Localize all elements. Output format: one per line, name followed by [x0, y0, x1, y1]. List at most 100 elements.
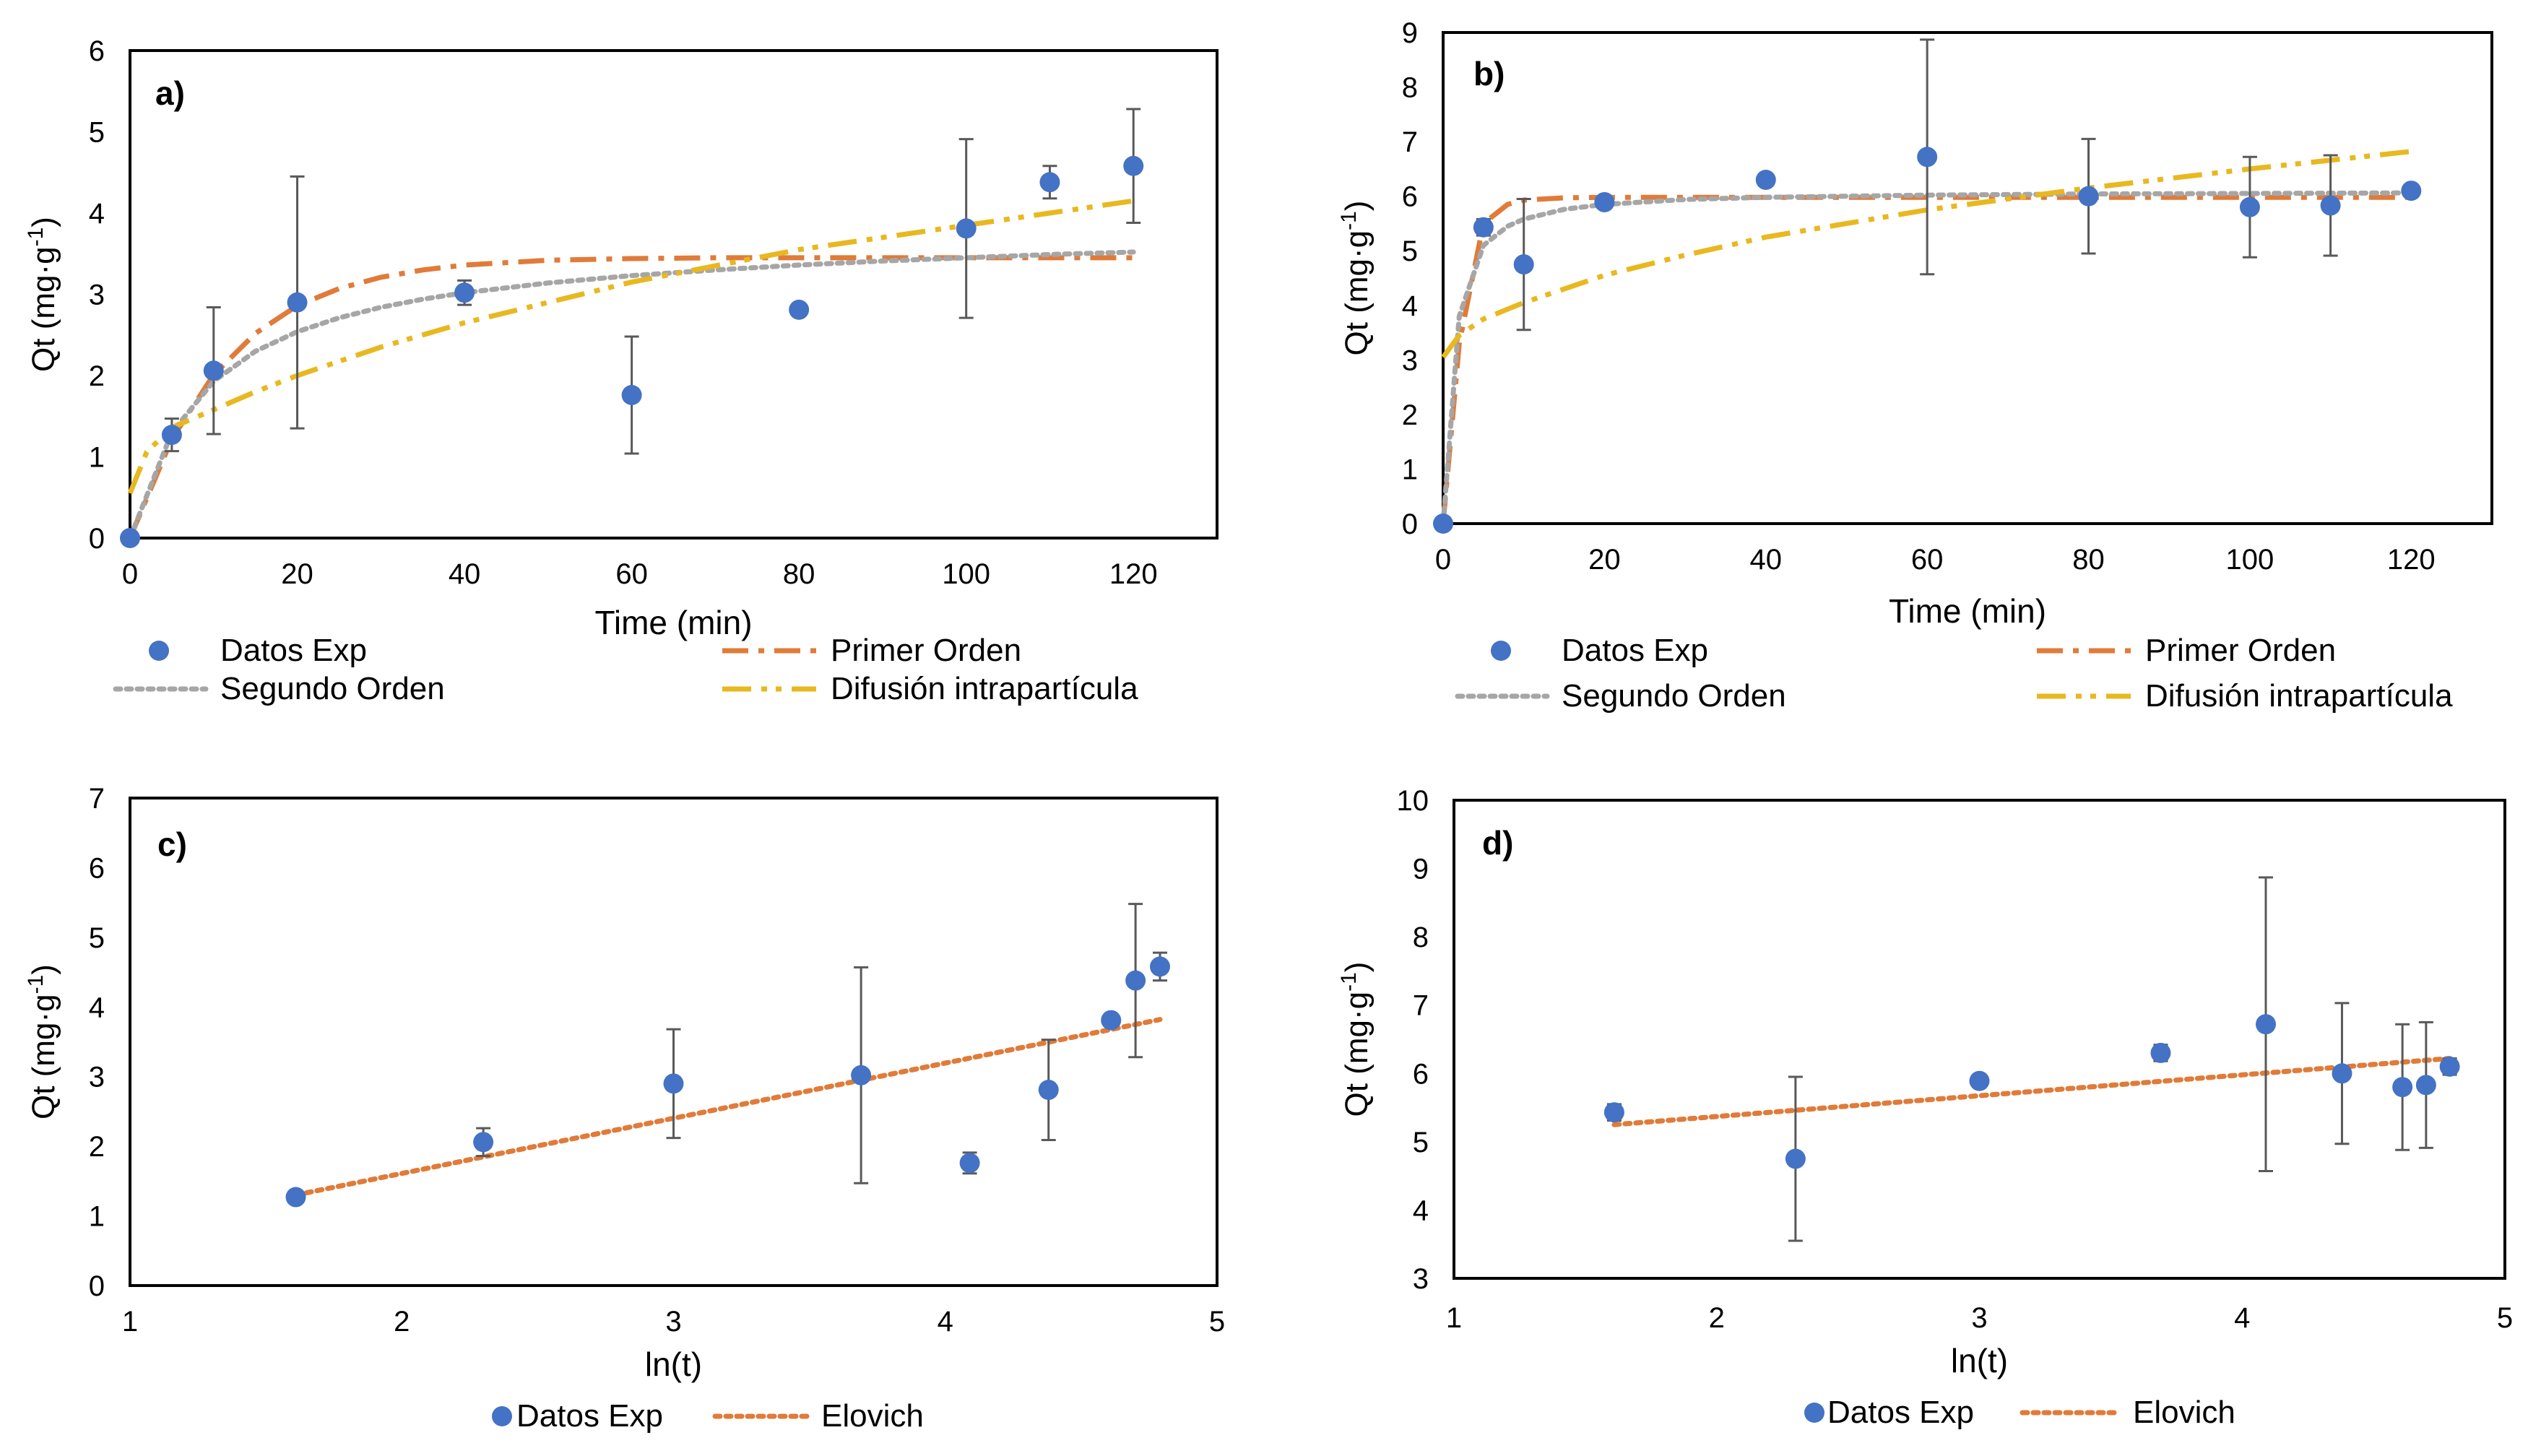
data-point — [2415, 1075, 2436, 1096]
y-axis-label-superscript: -1 — [24, 228, 48, 247]
y-tick-label: 5 — [89, 117, 105, 149]
data-point — [2332, 1063, 2352, 1084]
y-axis-label-tail: ) — [26, 964, 61, 975]
y-tick-label: 3 — [89, 1062, 105, 1093]
data-point — [956, 218, 977, 239]
data-point — [621, 385, 642, 405]
data-point — [1513, 254, 1534, 275]
legend-marker — [492, 1406, 512, 1426]
plot-frame — [1453, 799, 2506, 1280]
series-line-elovich — [1611, 1056, 2453, 1127]
x-tick-label: 0 — [1435, 544, 1451, 576]
x-tick-label: 2 — [1709, 1302, 1725, 1334]
legend-label: Datos Exp — [1827, 1395, 1974, 1430]
y-axis-label-tail: ) — [1339, 201, 1375, 212]
legend-label: Segundo Orden — [1562, 678, 1786, 714]
y-tick-label: 2 — [1402, 399, 1418, 431]
data-point — [851, 1065, 872, 1086]
y-tick-label: 4 — [89, 198, 105, 230]
x-tick-label: 100 — [2226, 544, 2274, 576]
y-tick-label: 1 — [89, 442, 105, 474]
y-axis-label-text: Qt (mg·g — [1339, 230, 1375, 356]
y-tick-label: 8 — [1413, 922, 1429, 953]
legend-label: Datos Exp — [220, 633, 367, 668]
x-tick-label: 5 — [2497, 1302, 2513, 1334]
data-point — [454, 282, 475, 303]
y-tick-label: 0 — [89, 523, 105, 555]
x-tick-label: 2 — [394, 1306, 410, 1338]
data-point — [2392, 1077, 2413, 1098]
x-tick-label: 1 — [122, 1306, 138, 1338]
data-point — [959, 1153, 980, 1174]
data-point — [1603, 1102, 1624, 1123]
x-tick-label: 80 — [783, 558, 815, 590]
series-line-elovich — [293, 1017, 1163, 1198]
x-tick-label: 60 — [615, 558, 648, 590]
series-line-difusi-n-intrapart-cula — [127, 198, 1134, 495]
legend-label: Segundo Orden — [220, 671, 445, 706]
y-axis-label-text: Qt (mg·g — [26, 994, 61, 1119]
plot-frame — [129, 49, 1218, 540]
y-tick-label: 9 — [1413, 854, 1429, 885]
x-tick-label: 20 — [281, 558, 313, 590]
y-axis-label-tail: ) — [26, 217, 61, 228]
y-tick-label: 1 — [1402, 454, 1418, 485]
panel-label: d) — [1482, 824, 1513, 862]
data-point — [473, 1132, 494, 1153]
y-tick-label: 4 — [1413, 1195, 1429, 1226]
series-line-primer-orden — [127, 255, 1134, 540]
data-point — [2439, 1056, 2460, 1077]
y-tick-label: 9 — [1402, 17, 1418, 49]
data-point — [1473, 217, 1494, 238]
x-tick-label: 1 — [1446, 1302, 1462, 1334]
panel-label: a) — [155, 74, 185, 112]
x-tick-label: 80 — [2072, 544, 2105, 576]
y-tick-label: 7 — [1402, 126, 1418, 158]
data-point — [1969, 1070, 1990, 1091]
data-point — [287, 292, 308, 313]
y-tick-label: 10 — [1397, 785, 1429, 817]
panel-label: c) — [157, 826, 187, 863]
data-point — [2078, 186, 2099, 207]
y-tick-label: 7 — [1413, 990, 1429, 1022]
legend-marker — [1804, 1403, 1824, 1423]
y-axis-label: Qt (mg·g-1) — [24, 964, 61, 1119]
legend-label: Primer Orden — [2145, 633, 2336, 668]
data-point — [203, 360, 224, 381]
y-tick-label: 8 — [1402, 72, 1418, 104]
legend-label: Difusión intrapartícula — [2145, 678, 2453, 714]
plot-frame — [129, 797, 1218, 1287]
y-tick-label: 5 — [1413, 1127, 1429, 1158]
data-point — [1755, 170, 1776, 190]
x-axis-label: ln(t) — [1951, 1342, 2008, 1379]
y-tick-label: 6 — [1402, 181, 1418, 213]
data-point — [120, 528, 140, 548]
legend-label: Elovich — [2133, 1395, 2235, 1430]
y-axis-label-text: Qt (mg·g — [26, 246, 61, 372]
legend: Datos Exp Elovich — [492, 1398, 924, 1434]
x-axis-label: Time (min) — [594, 604, 752, 641]
data-point — [161, 425, 182, 446]
y-tick-label: 5 — [89, 922, 105, 954]
x-tick-label: 20 — [1588, 544, 1621, 576]
y-axis-label: Qt (mg·g-1) — [1337, 201, 1375, 356]
legend: Datos Exp Primer Orden Segundo Orden Difusi… — [113, 633, 1138, 706]
y-axis-label: Qt (mg·g-1) — [24, 217, 61, 372]
chart-panel-d: 1 2 3 4 5 3 4 5 6 7 8 9 10 ln(t) Qt (mg·g-1) d) Datos Ex… — [1337, 785, 2513, 1430]
y-tick-label: 3 — [1413, 1263, 1429, 1295]
x-tick-label: 0 — [122, 558, 138, 590]
y-tick-label: 0 — [89, 1270, 105, 1302]
chart-panel-b: 0 20 40 60 80 100 120 0 1 2 3 4 5 6 7 8 9 Time (min) Qt (m… — [1337, 17, 2493, 714]
y-axis-label-tail: ) — [1339, 962, 1375, 973]
y-axis-label-superscript: -1 — [1337, 972, 1361, 992]
x-tick-label: 4 — [2234, 1302, 2250, 1334]
y-tick-label: 4 — [89, 992, 105, 1023]
data-point — [663, 1073, 684, 1094]
legend-marker — [149, 641, 169, 661]
data-point — [2239, 196, 2260, 217]
x-tick-label: 40 — [1750, 544, 1783, 576]
data-point — [1149, 956, 1170, 977]
chart-panel-a: 0 20 40 60 80 100 120 0 1 2 3 4 5 6 Time (min) Qt (mg·g… — [24, 35, 1218, 706]
data-point — [1594, 191, 1615, 212]
